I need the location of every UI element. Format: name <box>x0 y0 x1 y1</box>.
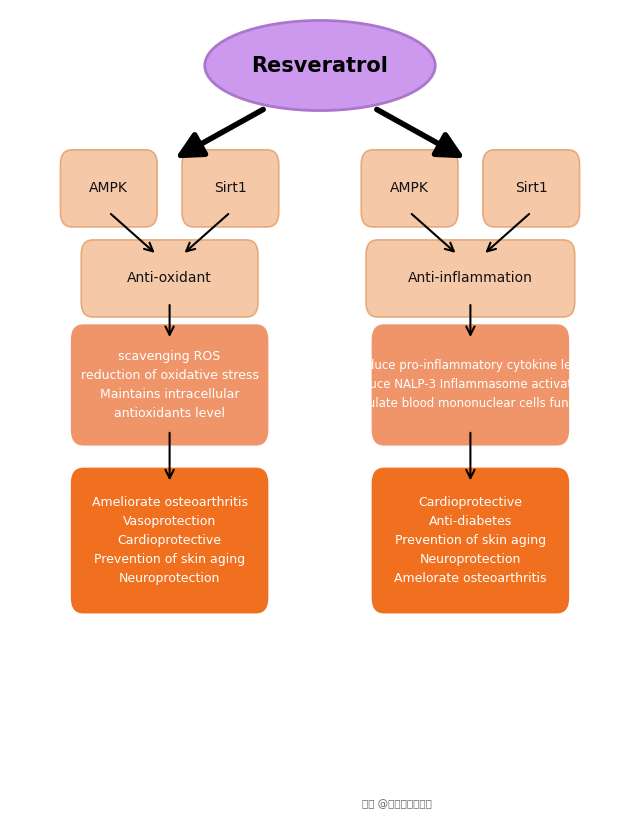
Text: Sirt1: Sirt1 <box>515 181 548 196</box>
Text: Cardioprotective
Anti-diabetes
Prevention of skin aging
Neuroprotection
Amelorat: Cardioprotective Anti-diabetes Preventio… <box>394 496 547 585</box>
Text: Reduce pro-inflammatory cytokine level
Induce NALP-3 Inflammasome activation
Mod: Reduce pro-inflammatory cytokine level I… <box>343 360 598 410</box>
FancyBboxPatch shape <box>366 240 575 317</box>
Text: AMPK: AMPK <box>390 181 429 196</box>
Text: Anti-inflammation: Anti-inflammation <box>408 271 533 286</box>
Text: Anti-oxidant: Anti-oxidant <box>127 271 212 286</box>
FancyBboxPatch shape <box>483 150 580 227</box>
Text: Sirt1: Sirt1 <box>214 181 247 196</box>
Text: Ameliorate osteoarthritis
Vasoprotection
Cardioprotective
Prevention of skin agi: Ameliorate osteoarthritis Vasoprotection… <box>92 496 248 585</box>
Text: scavenging ROS
reduction of oxidative stress
Maintains intracellular
antioxidant: scavenging ROS reduction of oxidative st… <box>81 350 259 420</box>
Text: 头条 @杉宝生命科学号: 头条 @杉宝生命科学号 <box>362 799 432 809</box>
FancyBboxPatch shape <box>72 325 268 445</box>
FancyBboxPatch shape <box>61 150 157 227</box>
FancyBboxPatch shape <box>372 325 568 445</box>
Ellipse shape <box>205 20 435 111</box>
Text: Resveratrol: Resveratrol <box>252 56 388 75</box>
FancyBboxPatch shape <box>72 468 268 613</box>
Text: AMPK: AMPK <box>90 181 128 196</box>
FancyBboxPatch shape <box>372 468 568 613</box>
FancyBboxPatch shape <box>361 150 458 227</box>
FancyBboxPatch shape <box>81 240 258 317</box>
FancyBboxPatch shape <box>182 150 279 227</box>
